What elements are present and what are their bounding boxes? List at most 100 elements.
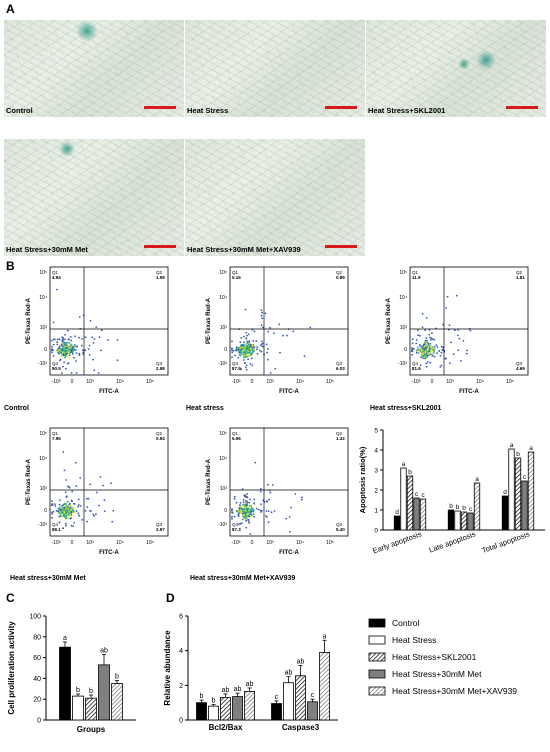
scatter-dot [80,338,83,340]
quadrant-name: Q3 [336,522,343,527]
scatter-dot [235,348,238,350]
legend-swatch-rect [368,652,386,661]
scatter-dot [87,497,90,500]
scatter-dot [99,476,102,478]
scatter-dot [231,351,234,354]
scatter-dot [244,345,247,347]
scatter-dot [231,509,233,512]
scatter-dot [267,521,270,524]
y-tick-label: 10⁴ [39,456,47,462]
scatter-dot [439,354,442,357]
scatter-dot [418,344,421,346]
scatter-dot [62,353,65,356]
scatter-dot [444,357,447,360]
scatter-dot [75,510,78,513]
scatter-dot [66,362,69,365]
scatter-dot [82,352,84,354]
y-tick-label: 10³ [400,325,408,331]
scatter-dot [237,523,240,525]
scatter-dot [431,338,434,341]
significance-letter: b [89,688,93,695]
quadrant-name: Q4 [52,522,59,527]
significance-letter: b [212,697,216,704]
scatter-dot [446,295,449,298]
scatter-dot [422,350,425,353]
y-tick-label: 0 [37,718,41,725]
flow-plot-label: Heat stress+30mM Met [10,575,86,582]
scatter-dot [253,346,256,349]
scatter-dot [420,356,423,359]
scatter-dot [74,461,77,464]
x-tick-label: -10³ [232,540,241,546]
scatter-dot [246,516,249,519]
scatter-dot [411,348,413,351]
scatter-dot [73,356,75,359]
scatter-dot [241,507,243,510]
scatter-dot [256,352,259,355]
bar [514,457,522,531]
scatter-dot [260,344,262,347]
scatter-dot [242,508,245,511]
scatter-dot [100,329,103,332]
scatter-dot [253,498,256,501]
scatter-dot [264,312,267,315]
micrograph-label: Heat Stress+SKL2001 [368,106,446,115]
scatter-dot [78,336,81,339]
quadrant-value: 1.32 [336,436,345,441]
scatter-dot [411,338,414,341]
scatter-dot [62,504,65,506]
scatter-dot [64,367,67,370]
scatter-dot [251,364,254,367]
scatter-dot [240,368,243,371]
scatter-dot [61,340,64,343]
scale-bar [506,106,538,109]
scatter-dot [64,333,66,336]
scatter-dot [65,511,68,514]
scatter-dot [248,354,251,356]
y-tick-label: -10³ [38,522,47,528]
micrograph-label: Heat Stress [187,106,229,115]
bar [271,703,282,721]
bar [400,467,407,531]
scatter-dot [249,505,252,508]
x-tick-label: 10³ [446,379,454,385]
scatter-dot [71,351,74,353]
scatter-dot [462,340,465,342]
scatter-dot [429,353,432,355]
scatter-dot [78,352,81,355]
scatter-dot [59,515,62,517]
scatter-dot [415,342,418,345]
scatter-dot [95,491,98,494]
scatter-dot [422,345,425,347]
scatter-dot [63,348,66,351]
x-tick-label: 10⁴ [116,379,124,385]
scatter-dot [70,517,72,519]
scatter-dot [58,348,61,351]
bar [447,509,455,531]
scatter-dot [250,347,252,350]
bar [98,664,110,721]
scatter-dot [282,334,284,337]
y-tick-label: 10⁴ [39,295,47,301]
scatter-dot [65,505,67,507]
scatter-dot [239,341,242,344]
x-tick-label: 10³ [86,379,94,385]
scatter-dot [423,343,426,346]
scatter-dot [279,351,281,354]
scatter-dot [246,501,249,504]
scatter-dot [260,503,262,506]
bar [85,697,97,721]
scatter-dot [450,341,452,344]
scatter-dot [247,352,249,354]
panel-letter-a: A [6,2,15,16]
bar [467,512,474,531]
significance-letter: c [275,694,279,701]
scatter-dot [448,324,451,326]
scatter-dot [430,337,433,339]
y-tick-label: 4 [179,648,183,655]
quadrant-name: Q3 [156,522,163,527]
scatter-dot [268,498,270,501]
scatter-dot [244,506,247,509]
